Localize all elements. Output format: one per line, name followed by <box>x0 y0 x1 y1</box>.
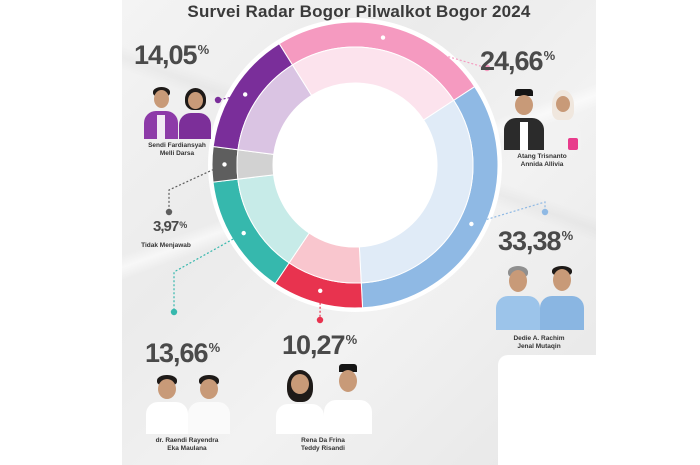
leader-dot-end-5 <box>214 96 222 104</box>
tidak-menjawab-label: Tidak Menjawab <box>141 242 191 249</box>
raendi-eka-names: dr. Raendi Rayendra Eka Maulana <box>155 437 219 452</box>
sendi-percent: 14,05% <box>134 40 209 70</box>
donut-hole <box>273 83 437 247</box>
atang-annida-names: Atang Trisnanto Annida Allivia <box>517 153 567 168</box>
leader-dot-end-2 <box>316 316 324 324</box>
leader-dot-start-0 <box>380 35 386 40</box>
leader-line-4 <box>168 163 225 212</box>
leader-line-1 <box>471 201 546 225</box>
leader-dot-end-3 <box>170 308 178 316</box>
chart-title: Survei Radar Bogor Pilwalkot Bogor 2024 <box>187 2 531 21</box>
leader-dot-start-2 <box>318 288 323 293</box>
rena-teddy-photo <box>272 362 374 434</box>
tidak-percent: 3,97% <box>153 218 187 235</box>
leader-line-5 <box>217 93 246 101</box>
leader-dot-start-3 <box>241 230 246 236</box>
sendi-melli-photo <box>142 82 212 139</box>
sendi-melli-names: Sendi Fardiansyah Melli Darsa <box>148 142 206 157</box>
atang-percent: 24,66% <box>480 46 555 76</box>
raendi-percent: 13,66% <box>145 338 220 368</box>
dedie-percent: 33,38% <box>498 226 573 256</box>
atang-annida-photo <box>502 85 582 150</box>
leader-dot-start-1 <box>469 221 474 227</box>
dedie-jenal-names: Dedie A. Rachim Jenal Mutaqin <box>513 335 565 350</box>
leader-dot-start-5 <box>242 92 248 97</box>
donut-chart <box>165 18 549 324</box>
blank-overlay <box>498 355 596 465</box>
dedie-jenal-photo <box>494 260 584 330</box>
rena-teddy-names: Rena Da Frina Teddy Risandi <box>301 437 345 452</box>
raendi-eka-photo <box>142 370 232 434</box>
leader-dot-end-0 <box>483 64 491 72</box>
leader-dot-end-1 <box>541 208 549 216</box>
leader-dot-start-4 <box>222 162 227 167</box>
rena-percent: 10,27% <box>282 330 357 360</box>
leader-dot-end-4 <box>165 208 173 216</box>
infographic: Survei Radar Bogor Pilwalkot Bogor 2024 … <box>122 0 596 465</box>
